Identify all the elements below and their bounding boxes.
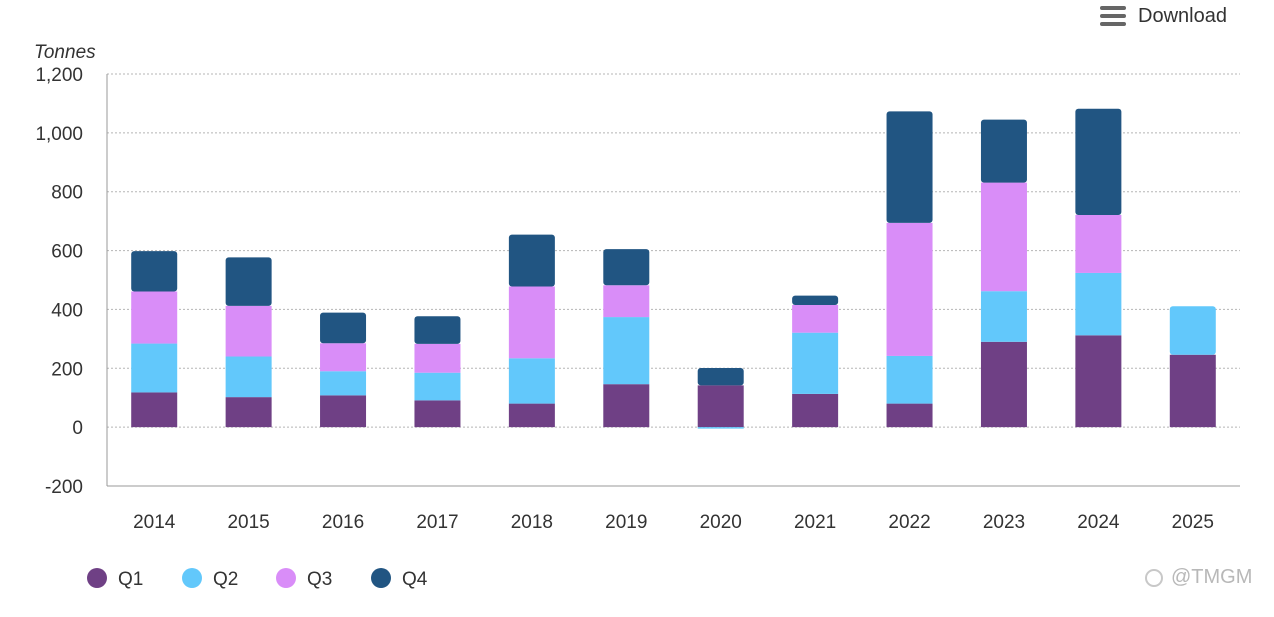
bar-2025-Q2[interactable] [1169, 306, 1216, 355]
bar-2018-Q3[interactable] [508, 286, 555, 359]
download-button[interactable]: Download [1100, 2, 1227, 30]
bar-2023-Q2[interactable] [980, 291, 1027, 342]
bar-2018-Q1[interactable] [508, 403, 555, 428]
legend-label-Q1: Q1 [118, 569, 143, 590]
bar-2021-Q3[interactable] [792, 305, 839, 333]
x-tick-label-2014: 2014 [133, 512, 176, 533]
bar-2016-Q2[interactable] [320, 371, 367, 396]
x-tick-label-2015: 2015 [227, 512, 269, 533]
x-tick-label-2016: 2016 [322, 512, 364, 533]
legend-swatch-Q4 [371, 568, 391, 588]
y-tick-label: -200 [45, 477, 83, 498]
bar-2024-Q1[interactable] [1075, 335, 1122, 428]
bar-2014-Q3[interactable] [131, 291, 178, 344]
bar-2024-Q4[interactable] [1075, 108, 1122, 215]
x-tick-label-2023: 2023 [983, 512, 1025, 533]
bar-2020-Q4[interactable] [697, 367, 744, 386]
bar-2024-Q2[interactable] [1075, 272, 1122, 336]
bar-2014-Q4[interactable] [131, 251, 178, 292]
bar-2022-Q1[interactable] [886, 403, 933, 428]
x-tick-label-2021: 2021 [794, 512, 836, 533]
bar-2018-Q4[interactable] [508, 234, 555, 287]
legend-item-Q1[interactable]: Q1 [87, 568, 143, 590]
watermark: @TMGM [1145, 566, 1252, 589]
bar-2017-Q3[interactable] [414, 343, 461, 373]
y-axis-title: Tonnes [34, 42, 96, 63]
x-tick-label-2019: 2019 [605, 512, 647, 533]
y-tick-label: 200 [51, 359, 83, 380]
bar-2023-Q4[interactable] [980, 119, 1027, 183]
y-tick-label: 400 [51, 300, 83, 321]
bar-2021-Q1[interactable] [792, 393, 839, 428]
x-tick-label-2017: 2017 [416, 512, 458, 533]
legend-swatch-Q1 [87, 568, 107, 588]
axes [106, 74, 1240, 487]
bar-2020-Q1[interactable] [697, 385, 744, 428]
bar-2019-Q1[interactable] [603, 384, 650, 428]
legend-item-Q2[interactable]: Q2 [182, 568, 238, 590]
x-tick-label-2018: 2018 [511, 512, 553, 533]
bar-2016-Q3[interactable] [320, 343, 367, 372]
bar-2019-Q2[interactable] [603, 317, 650, 385]
x-tick-label-2025: 2025 [1172, 512, 1214, 533]
legend-item-Q3[interactable]: Q3 [276, 568, 332, 590]
bar-2024-Q3[interactable] [1075, 214, 1122, 273]
bar-2022-Q4[interactable] [886, 111, 933, 223]
watermark-logo-icon [1145, 568, 1163, 587]
legend-label-Q4: Q4 [402, 569, 428, 590]
bar-2015-Q1[interactable] [225, 397, 272, 428]
bar-2017-Q2[interactable] [414, 372, 461, 401]
bar-2025-Q1[interactable] [1169, 354, 1216, 428]
tick-labels: -200 0 200 400 600 800 1,000 1,200 2014 2015 2016 2… [35, 65, 1213, 533]
bar-2014-Q2[interactable] [131, 343, 178, 393]
legend-swatch-Q2 [182, 568, 202, 588]
bar-2017-Q1[interactable] [414, 400, 461, 428]
bar-2014-Q1[interactable] [131, 392, 178, 428]
y-tick-label: 1,000 [35, 124, 83, 145]
bar-2016-Q4[interactable] [320, 312, 367, 344]
legend[interactable]: Q1 Q2 Q3 Q4 [87, 568, 428, 590]
bar-2022-Q3[interactable] [886, 222, 933, 356]
x-tick-label-2020: 2020 [700, 512, 742, 533]
legend-label-Q2: Q2 [213, 569, 238, 590]
hamburger-menu-icon [1100, 6, 1126, 26]
bar-2015-Q2[interactable] [225, 356, 272, 398]
bar-2023-Q3[interactable] [980, 182, 1027, 292]
bar-2023-Q1[interactable] [980, 341, 1027, 428]
bar-2021-Q2[interactable] [792, 332, 839, 394]
bars [131, 108, 1216, 429]
gridlines [107, 73, 1240, 428]
y-tick-label: 1,200 [35, 65, 83, 86]
bar-2021-Q4[interactable] [792, 295, 839, 306]
bar-2015-Q3[interactable] [225, 305, 272, 357]
legend-item-Q4[interactable]: Q4 [371, 568, 428, 590]
y-tick-label: 0 [72, 418, 83, 439]
download-label: Download [1138, 4, 1227, 27]
legend-swatch-Q3 [276, 568, 296, 588]
watermark-text: @TMGM [1171, 566, 1253, 588]
bar-2019-Q4[interactable] [603, 249, 650, 286]
bar-2019-Q3[interactable] [603, 285, 650, 318]
bar-2020-Q2[interactable] [697, 427, 744, 429]
legend-label-Q3: Q3 [307, 569, 332, 590]
x-tick-label-2024: 2024 [1077, 512, 1120, 533]
bar-2022-Q2[interactable] [886, 355, 933, 404]
bar-2017-Q4[interactable] [414, 316, 461, 344]
bar-2018-Q2[interactable] [508, 358, 555, 404]
x-tick-label-2022: 2022 [888, 512, 930, 533]
bar-2015-Q4[interactable] [225, 257, 272, 306]
bar-2016-Q1[interactable] [320, 395, 367, 428]
y-tick-label: 600 [51, 242, 83, 263]
y-tick-label: 800 [51, 183, 83, 204]
